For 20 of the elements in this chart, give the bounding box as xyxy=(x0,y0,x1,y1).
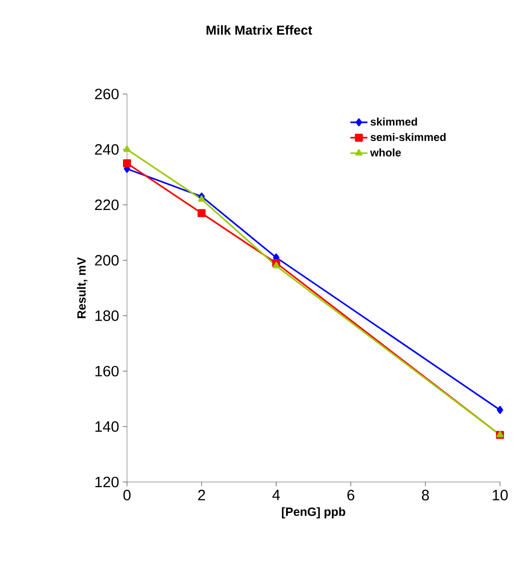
x-tick-label: 8 xyxy=(422,490,429,500)
y-tick-label: 220 xyxy=(95,200,119,210)
x-tick-label: 4 xyxy=(272,490,280,500)
y-tick-label: 260 xyxy=(95,88,119,100)
legend-label: skimmed xyxy=(370,118,417,126)
chart-title: Milk Matrix Effect xyxy=(206,25,312,35)
y-tick-label: 180 xyxy=(95,310,119,321)
legend-label: whole xyxy=(370,148,401,156)
y-tick-label: 200 xyxy=(95,254,119,266)
x-tick-label: 6 xyxy=(347,490,354,500)
y-tick-label: 120 xyxy=(95,476,119,488)
x-axis-title: [PenG] ppb xyxy=(282,507,346,518)
y-tick-label: 140 xyxy=(95,421,119,432)
x-tick-label: 10 xyxy=(492,490,508,500)
x-tick-label: 2 xyxy=(198,490,206,500)
y-tick-label: 160 xyxy=(95,366,119,376)
x-tick-label: 0 xyxy=(123,490,131,500)
y-tick-label: 240 xyxy=(95,144,119,155)
y-axis-title: Result, mV xyxy=(76,257,88,318)
legend-label: semi-skimmed xyxy=(370,132,446,142)
